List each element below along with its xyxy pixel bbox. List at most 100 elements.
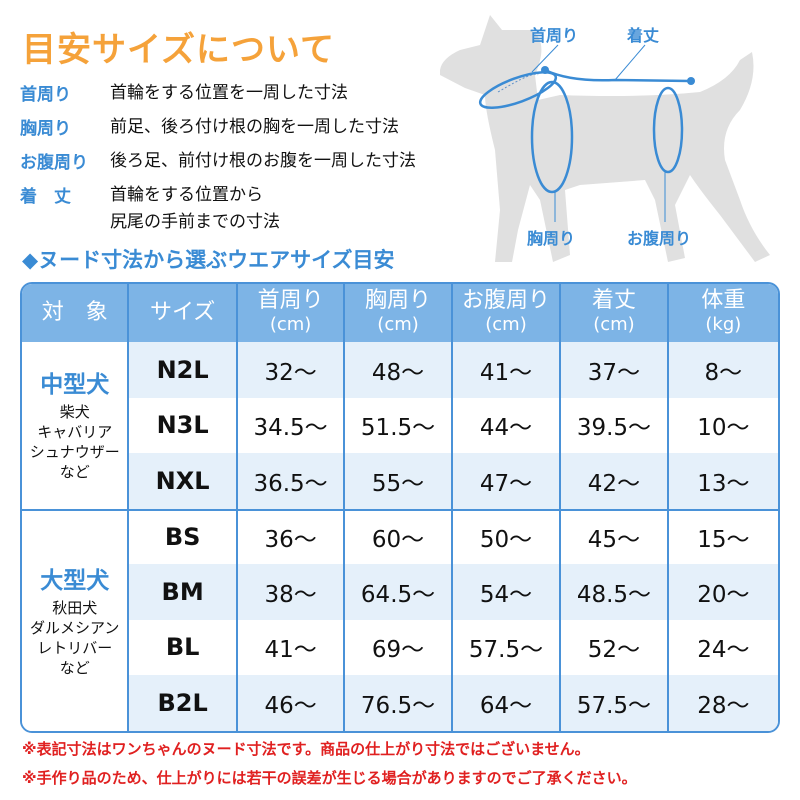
value-cell: 36.5～: [237, 453, 346, 509]
value-cell: 57.5～: [561, 675, 669, 731]
header-unit: (cm): [377, 314, 419, 335]
table-row: NXL 36.5～ 55～ 47～ 42～ 13～: [22, 453, 778, 509]
header-unit: (cm): [593, 314, 635, 335]
breed: 秋田犬: [52, 598, 98, 617]
header-label: 着丈: [591, 288, 636, 313]
note-2: ※手作り品のため、仕上がりには若干の誤差が生じる場合がありますのでご了承ください…: [22, 769, 637, 787]
value-cell: 24～: [697, 637, 750, 664]
value-cell: 37～: [561, 342, 669, 398]
term: 胸周り: [20, 119, 71, 139]
value-cell: 42～: [561, 453, 669, 509]
term: お腹周り: [20, 153, 88, 173]
breed: など: [59, 658, 90, 677]
section-subtitle: ◆ヌード寸法から選ぶウエアサイズ目安: [22, 248, 395, 272]
table-row: BM 38～ 64.5～ 54～ 48.5～ 20～: [22, 564, 778, 620]
breed: ダルメシアン: [29, 618, 120, 637]
breed: など: [59, 463, 90, 482]
definition-length: 着 丈 首輪をする位置から 尻尾の手前までの寸法: [20, 182, 280, 236]
table-row: BL 41～ 69～ 57.5～ 52～ 24～: [22, 619, 778, 675]
value-cell: 20～: [668, 564, 778, 620]
size-cell: BS: [129, 508, 238, 564]
desc: 尻尾の手前までの寸法: [110, 212, 280, 232]
size-cell: BM: [129, 564, 238, 620]
value-cell: 44～: [453, 397, 562, 453]
term: 着 丈: [20, 187, 71, 207]
value-cell: 15～: [668, 508, 778, 565]
value-cell: 32～: [237, 342, 346, 398]
size-cell: BL: [129, 619, 238, 675]
table-row: 中型犬 柴犬 キャバリア シュナウザー など N2L 32～ 48～ 41～ 37～ 8～: [22, 342, 778, 509]
definition-neck: 首周り 首輪をする位置を一周した寸法: [20, 80, 348, 107]
table-header: 対 象サイズ 首周り (cm) 胸周り (cm) お腹周り (cm) 着丈 (cm) 体重 (kg): [22, 284, 778, 342]
desc: 首輪をする位置を一周した寸法: [110, 83, 348, 103]
value-cell: 41～: [452, 342, 562, 398]
table-row: B2L 46～ 76.5～ 64～ 57.5～ 28～: [22, 675, 778, 731]
label-length: 着丈: [627, 26, 660, 45]
value-cell: 54～: [452, 564, 562, 620]
label-chest: 胸周り: [527, 229, 576, 248]
value-cell: 8～: [668, 342, 778, 398]
desc: 後ろ足、前付け根のお腹を一周した寸法: [110, 151, 416, 171]
value-cell: 50～: [452, 508, 562, 564]
value-cell: 57.5～: [453, 619, 562, 675]
header-label: お腹周り: [461, 288, 550, 313]
header-label: 首周り: [257, 288, 324, 313]
column-header: サイズ: [129, 284, 238, 342]
size-cell: NXL: [129, 453, 238, 509]
group-name: 中型犬: [40, 372, 110, 399]
value-cell: 39.5～: [561, 397, 669, 453]
value-cell: 47～: [452, 453, 562, 509]
dog-group-cell: 大型犬秋田犬 ダルメシアン レトリバー など: [22, 508, 130, 731]
page-title: 目安サイズについて: [22, 30, 335, 70]
size-table: 対 象サイズ 首周り (cm) 胸周り (cm) お腹周り (cm) 着丈 (cm) 体重 (kg)…: [20, 282, 780, 733]
header-label: 対 象: [41, 300, 108, 325]
value-cell: 28～: [668, 675, 778, 731]
header-unit: (cm): [485, 314, 527, 335]
value-cell: 41～: [238, 619, 346, 675]
breed: レトリバー: [37, 638, 113, 657]
column-header: 胸周り (cm): [345, 284, 453, 342]
size-cell: N2L: [129, 342, 238, 398]
column-header: 対 象: [22, 284, 130, 342]
value-cell: 46～: [237, 675, 346, 731]
term: 首周り: [20, 85, 71, 105]
table-row: 大型犬 秋田犬 ダルメシアン レトリバー など BS 36～ 60～ 50～ 45～ 15～: [22, 508, 778, 731]
desc: 首輪をする位置から: [110, 185, 263, 205]
value-cell: 48.5～: [561, 564, 669, 620]
column-header: 着丈 (cm): [561, 284, 669, 342]
value-cell: 64～: [452, 675, 562, 731]
label-neck: 首周り: [530, 26, 579, 45]
table-row: N3L 34.5～ 51.5～ 44～ 39.5～ 10～: [22, 397, 778, 453]
header-label: サイズ: [149, 300, 216, 325]
definition-chest: 胸周り 前足、後ろ付け根の胸を一周した寸法: [20, 114, 399, 141]
value-cell: 69～: [345, 619, 453, 675]
header-unit: (cm): [269, 314, 312, 335]
dog-silhouette-icon: [440, 15, 770, 262]
value-cell: 60～: [345, 508, 453, 564]
label-belly: お腹周り: [627, 229, 692, 248]
value-cell: 52～: [561, 619, 669, 675]
breed: シュナウザー: [29, 443, 120, 462]
value-cell: 36～: [237, 508, 346, 564]
value-cell: 34.5～: [238, 397, 346, 453]
column-header: 首周り (cm): [237, 284, 346, 342]
value-cell: 64.5～: [345, 564, 453, 620]
desc: 前足、後ろ付け根の胸を一周した寸法: [110, 117, 399, 137]
value-cell: 13～: [668, 453, 778, 509]
size-cell: N3L: [129, 397, 238, 453]
header-label: 胸周り: [365, 288, 432, 313]
breed: キャバリア: [37, 423, 113, 442]
note-1: ※表記寸法はワンちゃんのヌード寸法です。商品の仕上がり寸法ではございません。: [22, 740, 590, 758]
value-cell: 45～: [561, 508, 669, 564]
value-cell: 48～: [345, 342, 453, 398]
header-label: 体重: [701, 288, 746, 313]
group-name: 大型犬: [40, 567, 110, 594]
value-cell: 55～: [345, 453, 453, 509]
dog-group-cell: 中型犬 柴犬 キャバリア シュナウザー など: [22, 342, 130, 509]
definition-belly: お腹周り 後ろ足、前付け根のお腹を一周した寸法: [20, 148, 416, 175]
value-cell: 51.5～: [345, 397, 453, 453]
column-header: お腹周り (cm): [452, 284, 562, 342]
header-unit: (kg): [705, 314, 742, 335]
value-cell: 10～: [697, 415, 750, 442]
value-cell: 38～: [237, 564, 346, 620]
